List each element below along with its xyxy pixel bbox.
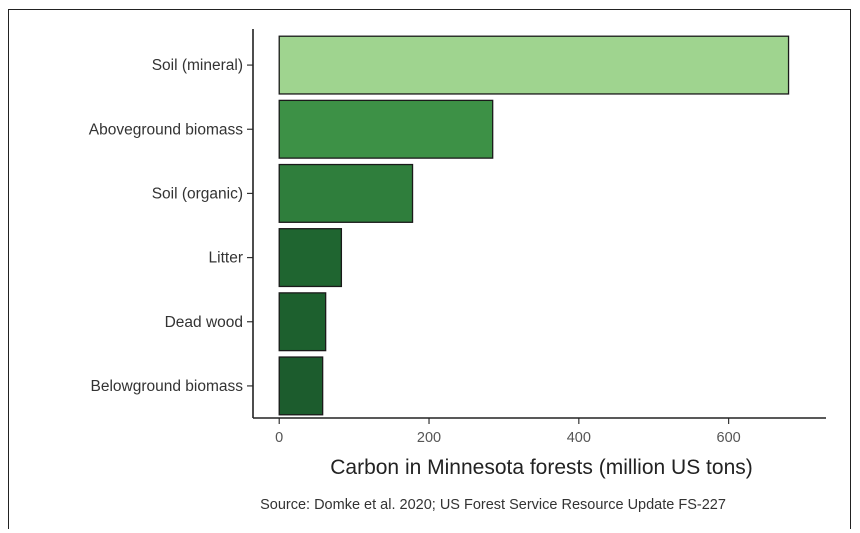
x-axis-ticks: 0 200 400 600 bbox=[275, 418, 741, 446]
chart-frame bbox=[8, 9, 851, 529]
category-label-dead-wood: Dead wood bbox=[165, 314, 243, 331]
category-label-aboveground-biomass: Aboveground biomass bbox=[89, 121, 243, 138]
category-label-litter: Litter bbox=[209, 250, 243, 267]
bar-soil-mineral bbox=[278, 35, 790, 95]
x-axis-title: Carbon in Minnesota forests (million US … bbox=[330, 456, 753, 479]
bar-litter bbox=[278, 228, 343, 288]
x-tick-label: 600 bbox=[717, 430, 741, 446]
bar-dead-wood bbox=[278, 292, 327, 352]
x-tick-label: 400 bbox=[567, 430, 591, 446]
source-caption: Source: Domke et al. 2020; US Forest Ser… bbox=[260, 497, 726, 513]
category-labels: Soil (mineral) Aboveground biomass Soil (o… bbox=[89, 57, 243, 395]
category-label-soil-mineral: Soil (mineral) bbox=[152, 57, 243, 74]
y-axis-ticks bbox=[247, 64, 253, 387]
bar-aboveground-biomass bbox=[278, 99, 494, 159]
bar-belowground-biomass bbox=[278, 356, 324, 416]
category-label-belowground-biomass: Belowground biomass bbox=[90, 378, 243, 395]
x-tick-label: 0 bbox=[275, 430, 283, 446]
bars-group bbox=[278, 35, 790, 416]
category-label-soil-organic: Soil (organic) bbox=[152, 185, 243, 202]
x-tick-label: 200 bbox=[417, 430, 441, 446]
bar-soil-organic bbox=[278, 163, 414, 223]
